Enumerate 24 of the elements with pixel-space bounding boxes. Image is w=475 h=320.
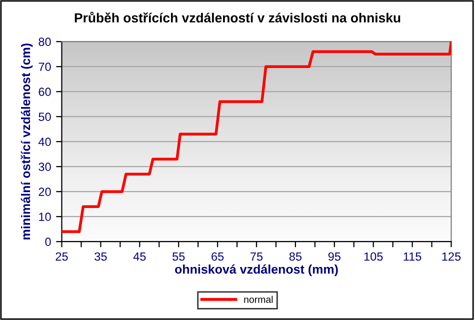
- x-tick-label: 65: [212, 252, 224, 261]
- x-tick-label: 25: [56, 252, 68, 261]
- y-tick-label: 60: [38, 88, 51, 96]
- y-tick-label: 10: [39, 212, 51, 221]
- x-tick-label: 105: [364, 252, 383, 261]
- y-tick-label: 30: [38, 162, 51, 171]
- y-tick-label: 40: [38, 138, 51, 146]
- y-tick-label: 0: [45, 238, 51, 246]
- y-axis-title: minimální ostřící vzdálenost (cm): [20, 44, 33, 240]
- x-tick-label: 95: [328, 252, 340, 261]
- x-tick-label: 35: [94, 252, 107, 261]
- x-tick-label: 115: [404, 252, 422, 261]
- y-tick-label: 50: [38, 112, 51, 121]
- x-tick-label: 75: [250, 252, 263, 261]
- legend-label: normal: [244, 296, 273, 303]
- y-tick-label: 80: [38, 38, 51, 46]
- chart-title: Průběh ostřících vzdáleností v závislosti na ohnisku: [74, 12, 400, 23]
- x-tick-label: 55: [172, 252, 185, 261]
- y-tick-label: 70: [38, 62, 51, 71]
- x-tick-label: 85: [289, 252, 302, 261]
- y-tick-label: 20: [38, 188, 51, 196]
- x-tick-label: 125: [442, 252, 461, 261]
- x-tick-label: 45: [133, 252, 146, 261]
- x-axis-title: ohnisková vzdálenost (mm): [175, 264, 338, 276]
